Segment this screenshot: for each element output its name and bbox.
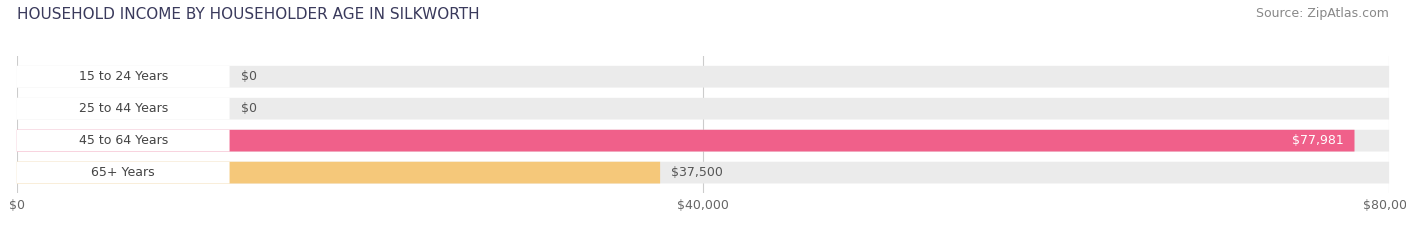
FancyBboxPatch shape: [17, 130, 1389, 151]
Text: HOUSEHOLD INCOME BY HOUSEHOLDER AGE IN SILKWORTH: HOUSEHOLD INCOME BY HOUSEHOLDER AGE IN S…: [17, 7, 479, 22]
FancyBboxPatch shape: [17, 162, 1389, 183]
Text: $77,981: $77,981: [1292, 134, 1344, 147]
Text: 25 to 44 Years: 25 to 44 Years: [79, 102, 167, 115]
FancyBboxPatch shape: [17, 66, 229, 88]
FancyBboxPatch shape: [17, 98, 229, 120]
Text: $0: $0: [240, 102, 256, 115]
FancyBboxPatch shape: [17, 98, 1389, 120]
Text: Source: ZipAtlas.com: Source: ZipAtlas.com: [1256, 7, 1389, 20]
FancyBboxPatch shape: [17, 130, 1354, 151]
Text: 65+ Years: 65+ Years: [91, 166, 155, 179]
Text: 15 to 24 Years: 15 to 24 Years: [79, 70, 167, 83]
FancyBboxPatch shape: [17, 66, 1389, 88]
Text: $37,500: $37,500: [671, 166, 723, 179]
FancyBboxPatch shape: [17, 162, 229, 183]
Text: $0: $0: [240, 70, 256, 83]
Text: 45 to 64 Years: 45 to 64 Years: [79, 134, 167, 147]
FancyBboxPatch shape: [17, 162, 661, 183]
FancyBboxPatch shape: [17, 130, 229, 151]
